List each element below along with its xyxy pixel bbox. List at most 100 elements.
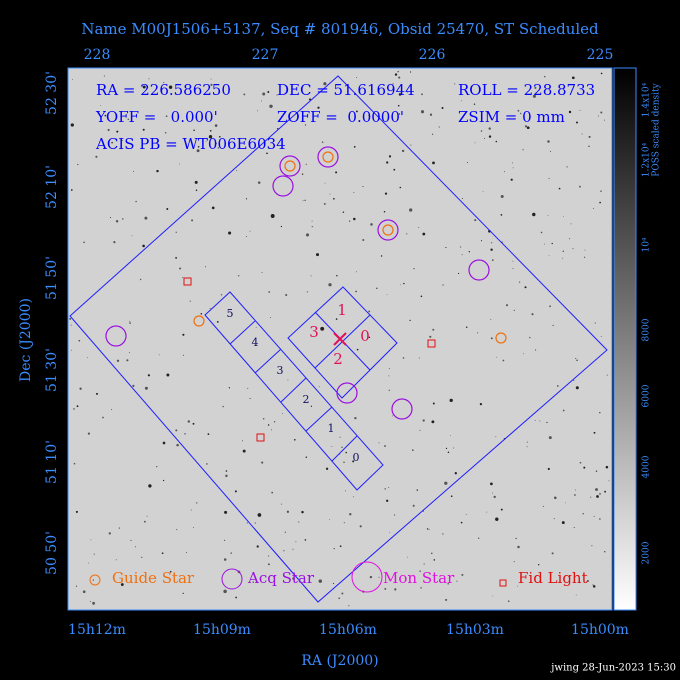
star-dot <box>107 128 110 132</box>
star-dot <box>146 515 148 517</box>
star-dot <box>302 200 304 202</box>
star-dot <box>100 88 103 91</box>
info-zsim: ZSIM = 0 mm <box>458 108 565 126</box>
star-dot <box>431 552 433 554</box>
star-dot <box>115 559 117 561</box>
star-dot <box>599 493 601 495</box>
star-dot <box>267 563 270 566</box>
star-dot <box>175 256 178 259</box>
star-dot <box>148 484 152 488</box>
star-dot <box>176 529 178 531</box>
star-dot <box>579 185 581 188</box>
star-dot <box>304 199 306 202</box>
star-dot <box>211 206 215 210</box>
star-dot <box>249 230 251 232</box>
star-dot <box>228 387 231 389</box>
star-dot <box>261 271 263 274</box>
star-dot <box>220 294 223 296</box>
star-dot <box>245 198 248 200</box>
star-dot <box>484 138 485 140</box>
star-dot <box>386 161 389 164</box>
star-dot <box>356 348 359 351</box>
star-dot <box>69 318 71 320</box>
star-dot <box>234 490 237 493</box>
star-field <box>69 70 610 607</box>
star-dot <box>529 336 531 339</box>
star-dot <box>538 564 540 566</box>
star-dot <box>284 531 286 533</box>
colorbar-title: POSS scaled density <box>652 82 662 176</box>
star-dot <box>78 339 81 342</box>
star-dot <box>205 141 207 142</box>
star-dot <box>526 446 528 448</box>
star-dot <box>419 429 421 431</box>
acis-i-array <box>287 286 398 399</box>
star-dot <box>517 585 518 587</box>
star-dot <box>362 238 365 242</box>
star-dot <box>90 539 92 541</box>
star-dot <box>338 597 341 600</box>
star-dot <box>512 162 514 164</box>
star-dot <box>196 149 200 153</box>
star-dot <box>343 461 345 463</box>
star-dot <box>311 220 313 222</box>
colorbar-label: 6000 <box>642 384 652 407</box>
star-dot <box>179 267 182 270</box>
star-dot <box>420 110 425 114</box>
star-dot <box>413 268 415 270</box>
star-dot <box>394 73 398 76</box>
star-dot <box>218 135 221 138</box>
info-dec: DEC = 51.616944 <box>277 81 415 99</box>
star-dot <box>386 293 388 295</box>
star-dot <box>144 520 146 523</box>
aimpoint <box>333 332 347 346</box>
bottom-axis-title: RA (J2000) <box>301 653 378 669</box>
star-dot <box>474 219 477 222</box>
star-dot <box>96 392 98 395</box>
star-dot <box>333 547 335 550</box>
star-dot <box>579 110 581 112</box>
star-dot <box>388 367 390 369</box>
star-dot <box>490 337 493 340</box>
star-dot <box>156 169 159 173</box>
star-dot <box>129 322 131 324</box>
star-dot <box>535 92 537 94</box>
star-dot <box>592 584 594 586</box>
star-dot <box>462 198 463 199</box>
star-dot <box>515 537 517 540</box>
star-dot <box>576 359 578 362</box>
star-dot <box>235 596 237 599</box>
star-dot <box>158 354 160 356</box>
star-dot <box>432 328 435 331</box>
star-dot <box>182 354 184 356</box>
star-dot <box>75 585 78 587</box>
star-dot <box>339 454 341 455</box>
star-dot <box>132 384 135 387</box>
star-dot <box>547 467 550 471</box>
star-dot <box>324 182 326 184</box>
star-dot <box>432 402 435 405</box>
star-dot <box>534 86 537 89</box>
star-dot <box>127 118 130 121</box>
star-dot <box>576 121 578 124</box>
star-dot <box>524 125 528 128</box>
star-dot <box>73 462 76 465</box>
star-dot <box>175 231 177 233</box>
star-dot <box>79 387 82 390</box>
legend-symbol <box>221 568 243 590</box>
star-dot <box>592 208 594 209</box>
star-dot <box>495 140 498 143</box>
star-dot <box>418 357 420 359</box>
star-dot <box>491 259 494 261</box>
star-dot <box>542 505 544 507</box>
star-dot <box>222 405 224 408</box>
legend-label: Guide Star <box>112 569 195 587</box>
star-dot <box>368 114 370 116</box>
acis-i-chip-label: 1 <box>337 301 347 319</box>
star-dot <box>500 508 503 511</box>
acis-s-chip-label: 3 <box>277 364 284 377</box>
star-dot <box>523 353 524 355</box>
star-dot <box>590 496 592 498</box>
star-dot <box>193 129 195 131</box>
star-dot <box>465 513 467 515</box>
